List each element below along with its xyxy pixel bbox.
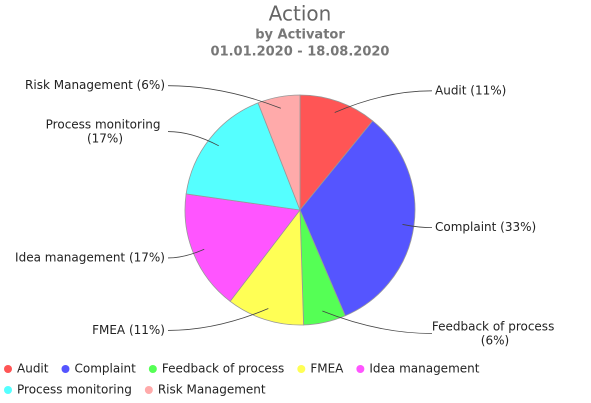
legend-label: Feedback of process [162, 362, 284, 376]
leader-line [402, 224, 433, 229]
legend-label: FMEA [310, 362, 344, 376]
legend-marker [4, 365, 12, 373]
leader-line [167, 85, 281, 109]
pie-slice [257, 94, 301, 211]
data-label: Process monitoring (17%) [46, 117, 165, 145]
legend-label: Complaint [74, 362, 136, 376]
data-label: FMEA (11%) [92, 323, 165, 337]
leader-line [167, 131, 219, 147]
legend-marker [356, 365, 365, 373]
data-label: Audit (11%) [435, 83, 506, 97]
leader-line [167, 248, 205, 259]
legend-label: Process monitoring [17, 383, 132, 397]
date-range: 01.01.2020 - 18.08.2020 [211, 45, 390, 60]
legend-marker [148, 365, 157, 373]
legend-label: Audit [17, 362, 49, 376]
data-label: Idea management (17%) [15, 250, 165, 264]
pie-slice [229, 208, 304, 326]
data-label: Feedback of process (6%) [432, 319, 558, 347]
legend-marker [4, 386, 12, 394]
legend-marker [61, 365, 70, 373]
leader-line [322, 310, 433, 334]
pie-slice [299, 94, 374, 212]
data-label: Complaint (33%) [435, 220, 536, 234]
legend-marker [297, 365, 306, 373]
legend-label: Risk Management [158, 383, 266, 397]
leader-line [334, 90, 433, 113]
legend-marker [144, 386, 153, 394]
data-label: Risk Management (6%) [25, 78, 165, 92]
legend-label: Idea management [369, 362, 479, 376]
leader-line [167, 308, 269, 331]
chart-title: Action [269, 2, 332, 26]
chart-subtitle: by Activator [255, 28, 345, 43]
pie-slice [185, 102, 301, 211]
